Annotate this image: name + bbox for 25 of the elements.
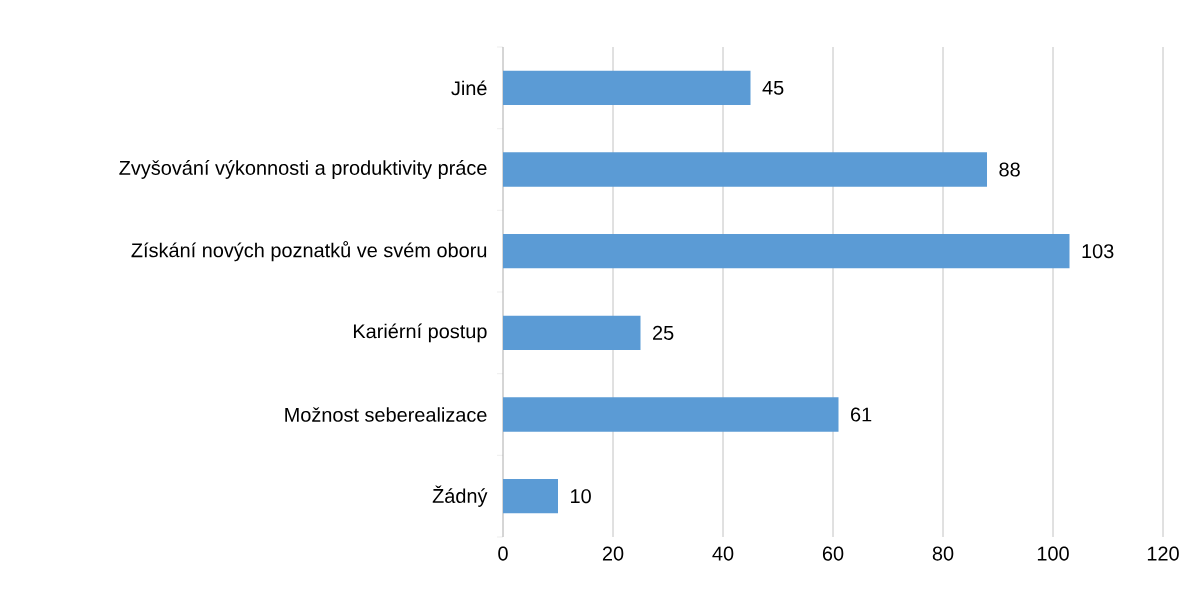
y-tick-label: Zvyšování výkonnosti a produktivity práce (119, 160, 487, 179)
y-tick-label: Kariérní postup (353, 323, 487, 343)
x-tick-label: 60 (822, 546, 844, 561)
x-tick-label: 20 (602, 546, 624, 561)
bar (503, 152, 988, 187)
x-tick-label: 80 (932, 546, 954, 561)
data-label: 25 (653, 325, 674, 340)
y-tick-label: Možnost seberealizace (285, 407, 487, 422)
bar (503, 479, 558, 514)
bar (503, 397, 839, 432)
data-label: 45 (762, 80, 784, 95)
data-label: 103 (1082, 244, 1114, 259)
data-label: 88 (999, 162, 1020, 177)
x-tick-label: 40 (712, 546, 734, 561)
data-label: 10 (571, 489, 591, 504)
y-tick-label: Získání nových poznatků ve svém oboru (131, 241, 487, 262)
x-tick-label: 0 (498, 546, 508, 561)
bar (503, 315, 641, 350)
x-tick-label: 120 (1147, 546, 1179, 561)
bar (503, 234, 1070, 269)
x-tick-label: 100 (1037, 546, 1069, 561)
y-tick-label: Žádný (432, 485, 488, 507)
bar (503, 70, 751, 105)
data-label: 61 (851, 407, 872, 422)
y-tick-label: Jiné (451, 80, 487, 96)
